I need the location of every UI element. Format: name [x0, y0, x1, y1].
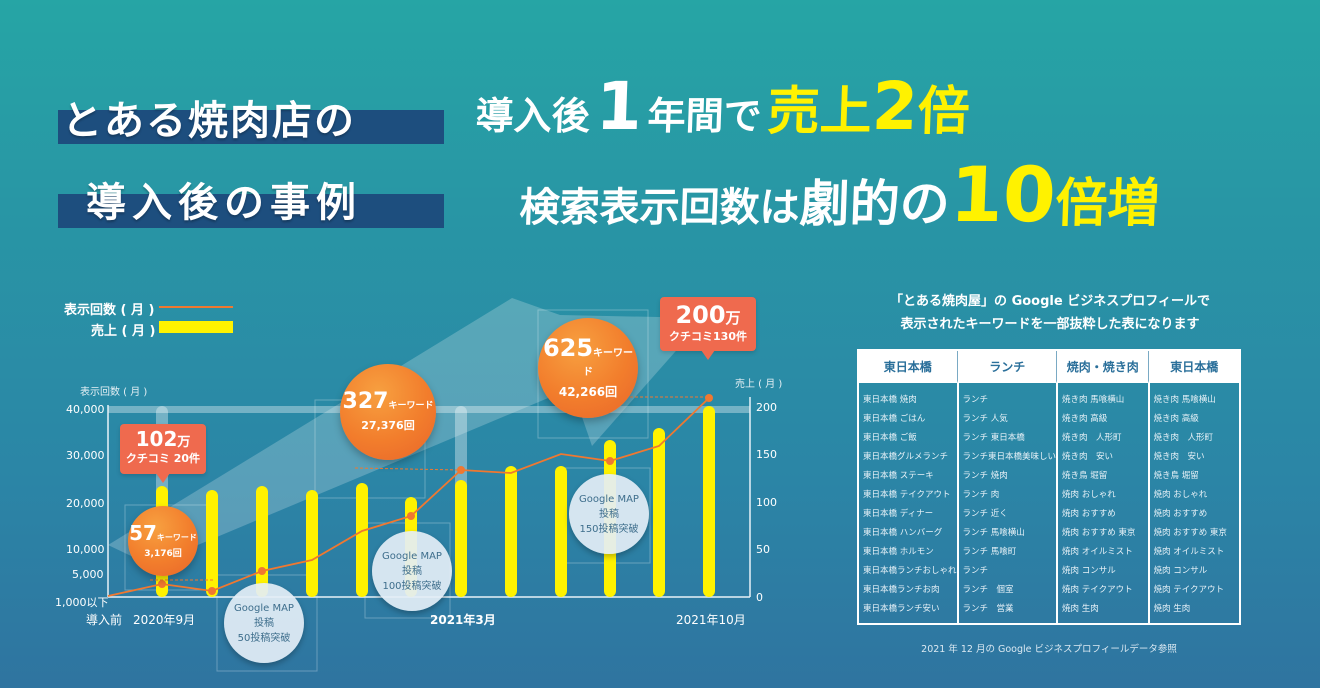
- right-tick-100: 100: [756, 496, 777, 509]
- keyword-item: 東日本橋グルメランチ: [863, 452, 949, 462]
- right-tick-0: 0: [756, 591, 763, 604]
- keyword-bubble-57: 57キーワード 3,176回: [128, 506, 198, 576]
- milestone-50-posts: Google MAP 投稿 50投稿突破: [224, 583, 304, 663]
- keyword-item: ランチ 人気: [962, 414, 1008, 424]
- right-axis-title: 売上 ( 月 ): [735, 379, 783, 390]
- keyword-item: 焼き肉 安い: [1153, 452, 1205, 462]
- keyword-item: 東日本橋 焼肉: [863, 395, 917, 405]
- left-tick-10000: 10,000: [66, 543, 105, 556]
- keyword-item: 焼肉 コンサル: [1062, 566, 1116, 576]
- keyword-bubble-625: 625キーワード 42,266回: [538, 318, 638, 418]
- keyword-item: ランチ 個室: [962, 585, 1014, 595]
- keyword-item: ランチ 馬喰横山: [962, 528, 1025, 538]
- keyword-item: 焼肉 オイルミスト: [1062, 547, 1133, 557]
- milestone-150-posts: Google MAP 投稿 150投稿突破: [569, 474, 649, 554]
- right-tick-200: 200: [756, 401, 777, 414]
- title-highlight-bar-1: [58, 110, 444, 144]
- legend-impressions-line: [159, 306, 233, 308]
- milestone-100-posts: Google MAP 投稿 100投稿突破: [372, 531, 452, 611]
- keyword-item: 東日本橋 ごはん: [863, 414, 926, 424]
- keyword-item: ランチ 焼肉: [962, 471, 1008, 481]
- left-tick-40000: 40,000: [66, 403, 105, 416]
- keyword-column-3: 焼肉・焼き肉 焼き肉 馬喰横山 焼き肉 高級 焼き肉 人形町 焼き肉 安い 焼き…: [1058, 351, 1150, 623]
- keyword-item: 焼肉 おしゃれ: [1062, 490, 1116, 500]
- keyword-item: 焼肉 おすすめ: [1062, 509, 1116, 519]
- keyword-item: 焼き肉 人形町: [1153, 433, 1214, 443]
- page-title-line-1: とある焼肉店の: [62, 98, 356, 144]
- left-tick-1000: 1,000以下: [55, 596, 109, 609]
- keyword-item: 焼肉 生肉: [1062, 604, 1099, 614]
- keyword-column-2: ランチ ランチ ランチ 人気 ランチ 東日本橋 ランチ東日本橋美味しい ランチ …: [958, 351, 1059, 623]
- x-label-2021-10: 2021年10月: [676, 613, 746, 627]
- keyword-item: 焼き肉 馬喰横山: [1153, 395, 1216, 405]
- keyword-item: 東日本橋 ハンバーグ: [863, 528, 943, 538]
- keyword-bubble-327: 327キーワード 27,376回: [340, 364, 436, 460]
- keyword-column-4: 東日本橋 焼き肉 馬喰横山 焼き肉 高級 焼き肉 人形町 焼き肉 安い 焼き鳥 …: [1149, 351, 1239, 623]
- keyword-item: 焼肉 テイクアウト: [1153, 585, 1225, 595]
- title-highlight-bar-2: [58, 194, 444, 228]
- legend-impressions-label: 表示回数 ( 月 ): [64, 303, 155, 318]
- keyword-item: 焼肉 オイルミスト: [1153, 547, 1225, 557]
- keyword-item: 焼き肉 高級: [1062, 414, 1108, 424]
- left-tick-5000: 5,000: [72, 568, 104, 581]
- keyword-item: 焼き肉 馬喰横山: [1062, 395, 1125, 405]
- keyword-item: ランチ 馬喰町: [962, 547, 1017, 557]
- data-source-note: 2021 年 12 月の Google ビジネスプロフィールデータ参照: [921, 644, 1177, 655]
- callout-sales-102man: 102万 クチコミ 20件: [120, 424, 206, 483]
- keyword-item: 焼肉 テイクアウト: [1062, 585, 1133, 595]
- left-tick-20000: 20,000: [66, 497, 105, 510]
- right-tick-50: 50: [756, 543, 770, 556]
- column-header: 焼肉・焼き肉: [1058, 351, 1149, 383]
- keyword-item: 焼き鳥 堀留: [1153, 471, 1199, 481]
- keyword-item: 東日本橋ランチおしゃれ: [863, 566, 957, 576]
- column-header: 東日本橋: [1149, 351, 1239, 383]
- panel-title-line-1: 「とある焼肉屋」の Google ビジネスプロフィールで: [890, 294, 1210, 309]
- column-header: ランチ: [958, 351, 1058, 383]
- x-label-before: 導入前: [86, 613, 123, 627]
- impressions-markers: [158, 394, 713, 595]
- keyword-item: 焼肉 おすすめ 東京: [1062, 528, 1136, 538]
- keyword-table: 東日本橋 東日本橋 焼肉 東日本橋 ごはん 東日本橋 ご飯 東日本橋グルメランチ…: [857, 349, 1241, 625]
- keyword-item: 焼肉 生肉: [1153, 604, 1191, 614]
- keyword-item: 焼肉 おすすめ: [1153, 509, 1208, 519]
- keyword-item: 焼き肉 安い: [1062, 452, 1114, 462]
- legend-sales-label: 売上 ( 月 ): [91, 324, 156, 339]
- panel-title-line-2: 表示されたキーワードを一部抜粋した表になります: [900, 317, 1200, 332]
- keyword-item: 焼き肉 人形町: [1062, 433, 1122, 443]
- keyword-item: 東日本橋 ホルモン: [863, 547, 934, 557]
- keyword-item: 東日本橋 テイクアウト: [863, 490, 951, 500]
- keyword-item: 焼肉 おしゃれ: [1153, 490, 1208, 500]
- keyword-item: ランチ 東日本橋: [962, 433, 1025, 443]
- keyword-item: ランチ: [962, 566, 989, 576]
- callout-sales-200man: 200万 クチコミ130件: [660, 297, 756, 360]
- x-label-2020-09: 2020年9月: [133, 613, 196, 627]
- keyword-item: ランチ 近く: [962, 509, 1008, 519]
- right-tick-150: 150: [756, 448, 777, 461]
- keyword-item: 東日本橋 ディナー: [863, 509, 934, 519]
- legend-sales-swatch: [159, 321, 233, 333]
- x-label-2021-03: 2021年3月: [430, 613, 496, 627]
- keyword-item: 焼き鳥 堀留: [1062, 471, 1108, 481]
- keyword-item: 東日本橋ランチお肉: [863, 585, 940, 595]
- keyword-item: 東日本橋ランチ安い: [863, 604, 940, 614]
- keyword-item: 焼き肉 高級: [1153, 414, 1199, 424]
- keyword-item: 焼肉 おすすめ 東京: [1153, 528, 1227, 538]
- page-title-line-2: 導入後の事例: [86, 180, 362, 226]
- column-header: 東日本橋: [859, 351, 958, 383]
- left-tick-30000: 30,000: [66, 449, 105, 462]
- keyword-item: ランチ: [962, 395, 989, 405]
- keyword-item: 東日本橋 ご飯: [863, 433, 917, 443]
- keyword-item: 焼肉 コンサル: [1153, 566, 1208, 576]
- keyword-item: ランチ東日本橋美味しい: [962, 452, 1057, 462]
- keyword-item: ランチ 肉: [962, 490, 1000, 500]
- left-axis-title: 表示回数 ( 月 ): [80, 387, 148, 398]
- keyword-item: ランチ 営業: [962, 604, 1014, 614]
- keyword-column-1: 東日本橋 東日本橋 焼肉 東日本橋 ごはん 東日本橋 ご飯 東日本橋グルメランチ…: [859, 351, 959, 623]
- keyword-item: 東日本橋 ステーキ: [863, 471, 934, 481]
